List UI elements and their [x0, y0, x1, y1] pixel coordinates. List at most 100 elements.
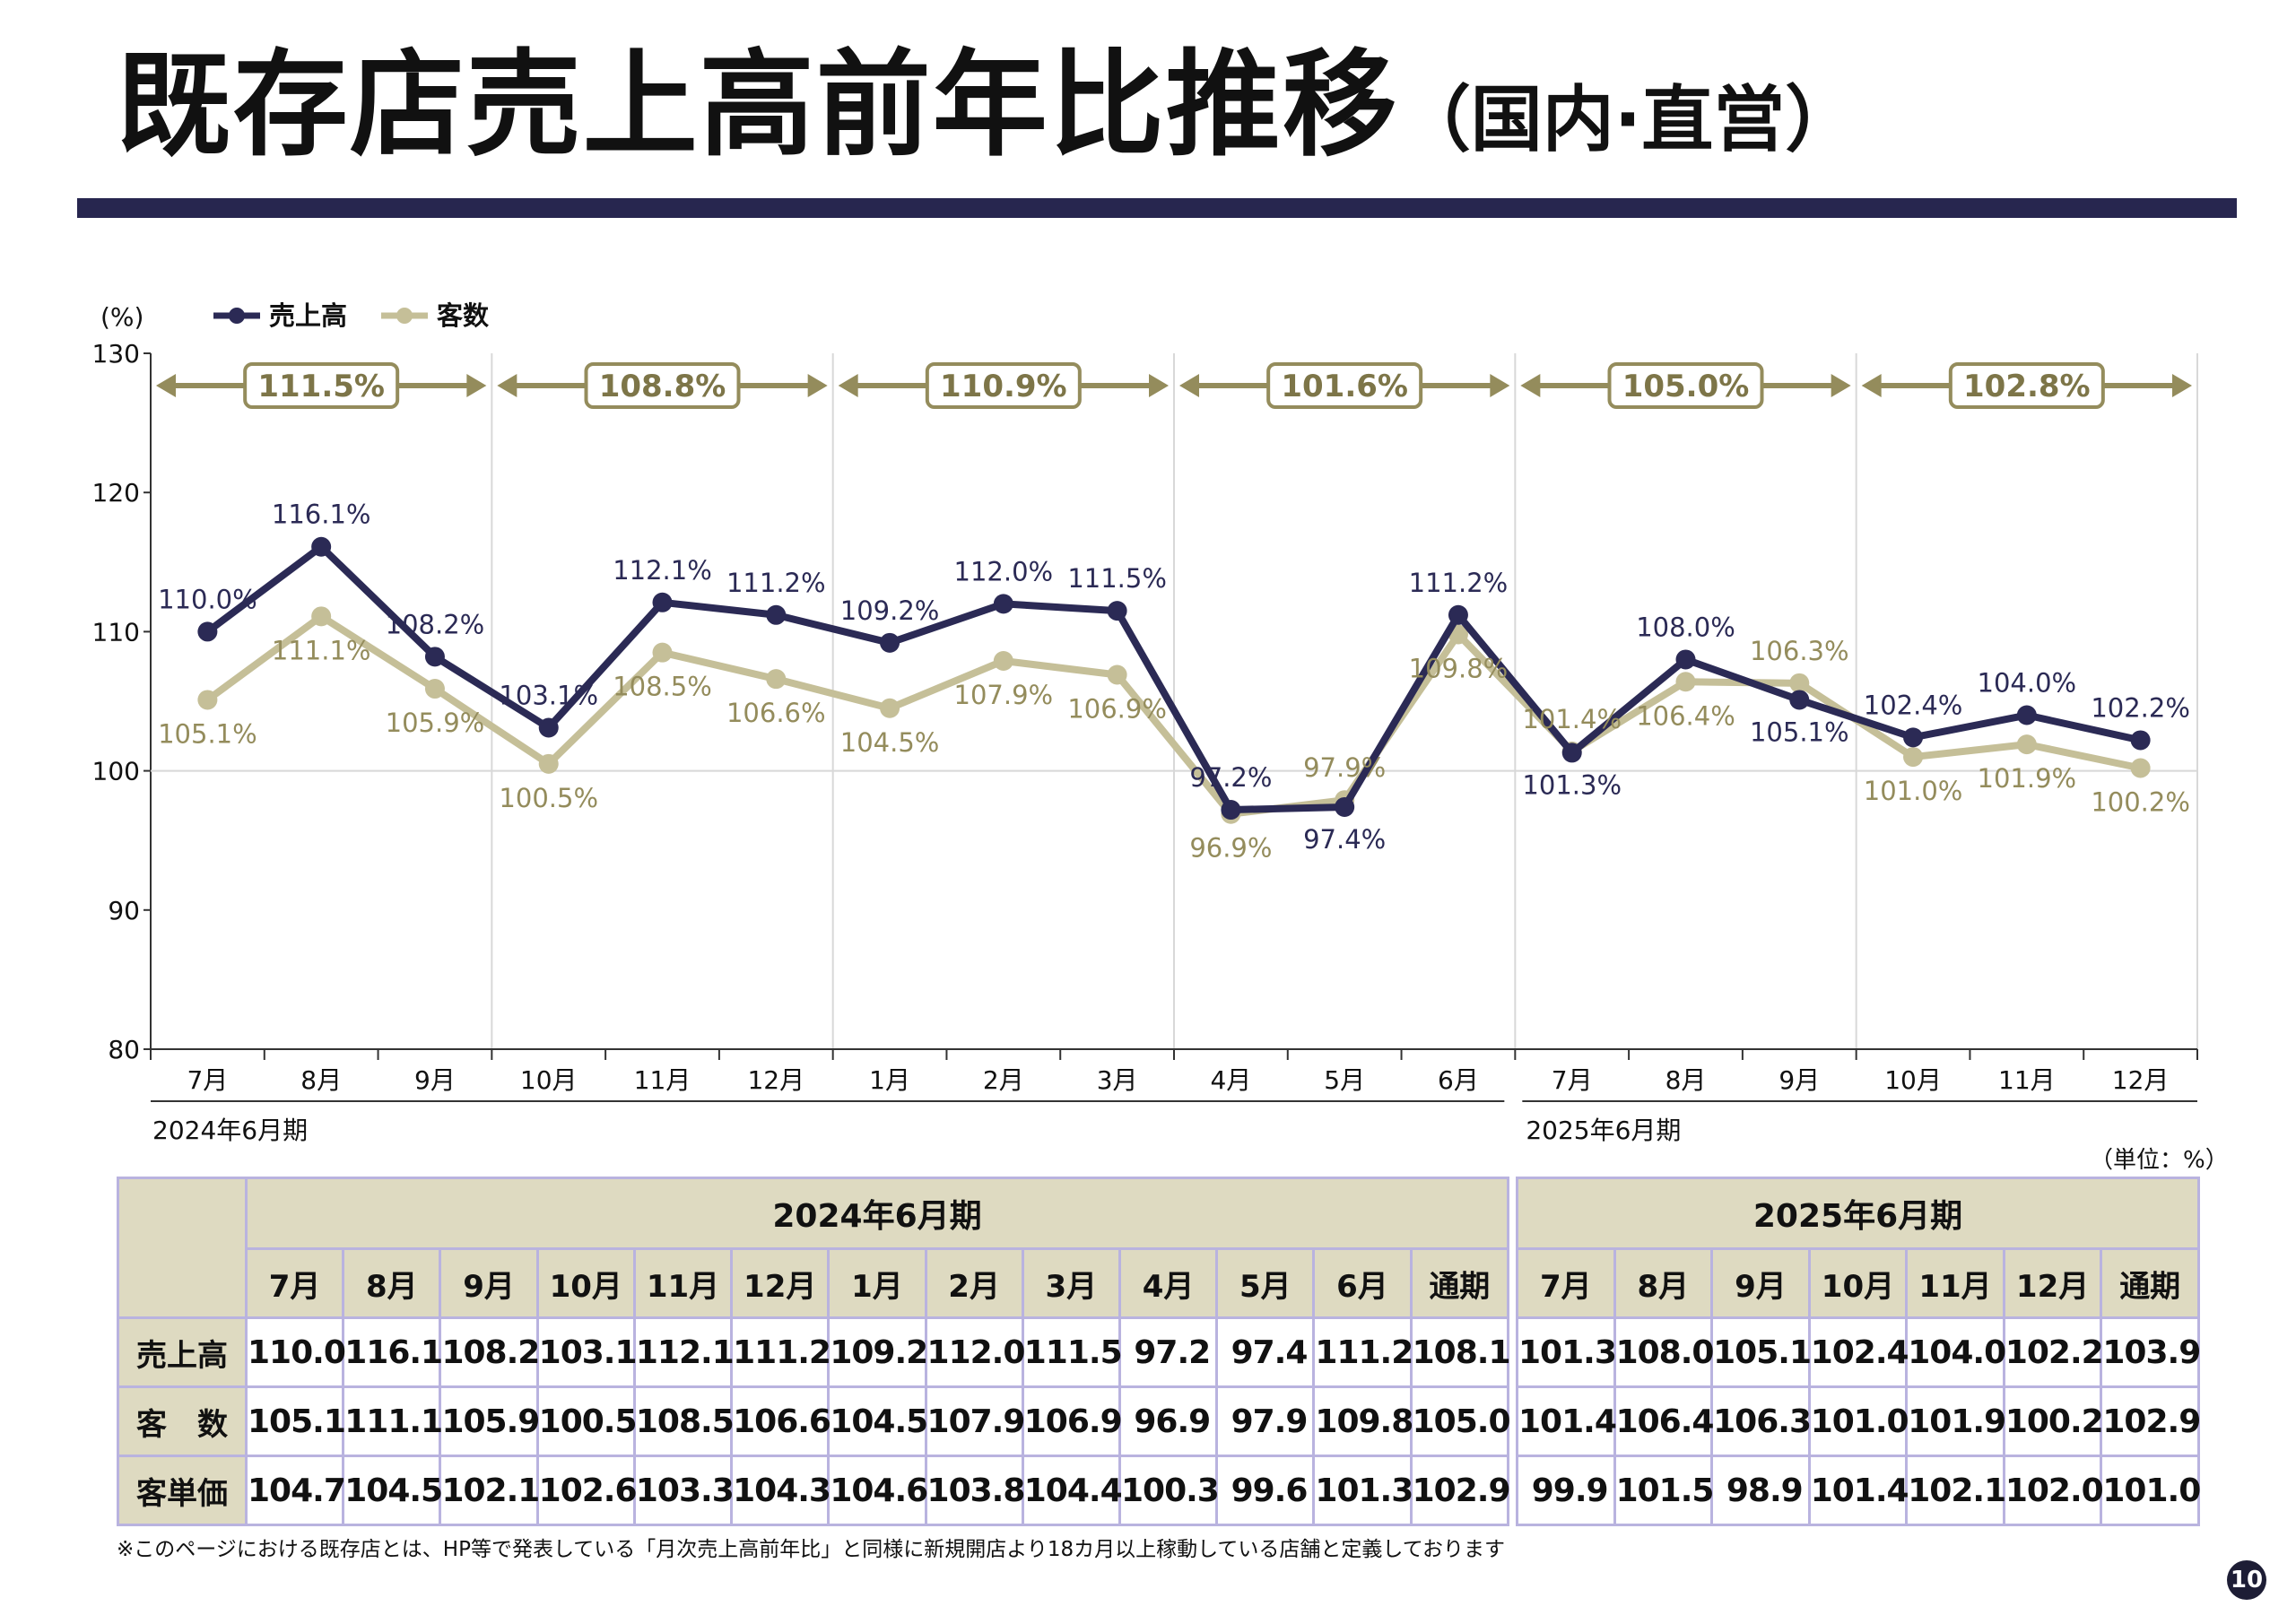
x-tick-label: 7月	[187, 1065, 228, 1095]
table-row: 客単価 104.7 104.5 102.1 102.6 103.3 104.3 104.6 10…	[117, 1455, 1511, 1526]
data-point-customers	[993, 650, 1013, 671]
x-tick-label: 8月	[300, 1065, 342, 1095]
table-cell: 102.2	[2002, 1316, 2104, 1388]
data-label-customers: 105.1%	[158, 718, 257, 749]
table-cell: 102.9	[1409, 1455, 1511, 1526]
data-label-customers: 101.4%	[1522, 704, 1622, 734]
table-column-header: 通期	[1409, 1247, 1510, 1319]
quarter-bracket-box	[1266, 362, 1423, 409]
quarter-average-label: 102.8%	[1963, 369, 2091, 404]
title-rule	[77, 198, 2237, 218]
data-point-sales	[1335, 796, 1355, 817]
table-cell: 96.9	[1118, 1385, 1219, 1457]
data-label-sales: 102.2%	[2091, 692, 2190, 723]
table-cell: 105.9	[439, 1385, 540, 1457]
x-tick-label: 9月	[1779, 1065, 1820, 1095]
data-point-sales	[1675, 649, 1696, 670]
table-column-header: 6月	[1312, 1247, 1413, 1319]
table-cell: 105.1	[244, 1385, 346, 1457]
table-cell: 101.4	[1516, 1385, 1617, 1457]
x-tick-label: 10月	[520, 1065, 578, 1095]
data-point-sales	[1107, 601, 1127, 621]
data-point-sales	[538, 717, 559, 738]
data-point-sales	[1221, 800, 1241, 821]
legend-label: 売上高	[269, 300, 347, 331]
quarter-bracket-arrow-right	[466, 374, 487, 397]
quarter-bracket-arrow-left	[1520, 374, 1541, 397]
table-cell: 98.9	[1710, 1455, 1811, 1526]
data-label-customers: 109.8%	[1409, 654, 1509, 684]
data-point-customers	[311, 606, 332, 627]
table-cell: 103.9	[2100, 1316, 2201, 1388]
table-cell: 106.4	[1613, 1385, 1714, 1457]
table-cell: 101.3	[1312, 1455, 1413, 1526]
table-column-header: 5月	[1215, 1247, 1316, 1319]
table-cell: 97.9	[1215, 1385, 1316, 1457]
table-column-header: 通期	[2100, 1247, 2200, 1319]
table-cell: 104.6	[827, 1455, 928, 1526]
table-row: 101.3 108.0 105.1 102.4 104.0 102.2 103.9	[1516, 1316, 2201, 1388]
series-line-customers	[205, 612, 2142, 818]
data-label-customers: 106.9%	[1067, 694, 1167, 725]
x-tick-label: 11月	[634, 1065, 691, 1095]
data-label-customers: 111.1%	[272, 635, 371, 665]
data-point-sales	[652, 592, 673, 612]
x-tick-label: 9月	[414, 1065, 456, 1095]
table-row: 客 数 105.1 111.1 105.9 100.5 108.5 106.6 104.5 10…	[117, 1385, 1511, 1457]
quarter-bracket-arrow-left	[1179, 374, 1199, 397]
table-cell: 107.9	[924, 1385, 1025, 1457]
data-point-sales	[197, 621, 218, 642]
table-cell: 99.9	[1516, 1455, 1616, 1526]
quarter-average-label: 105.0%	[1622, 369, 1750, 404]
data-label-sales: 116.1%	[272, 499, 371, 530]
data-point-sales	[1903, 727, 1924, 748]
x-tick-label: 6月	[1438, 1065, 1479, 1095]
table-row-label: 客 数	[117, 1385, 248, 1457]
y-tick-label: 90	[108, 896, 140, 925]
table-cell: 108.1	[1409, 1316, 1511, 1388]
table-cell: 101.0	[2100, 1455, 2201, 1526]
data-label-customers: 106.4%	[1636, 700, 1735, 731]
table-cell: 109.8	[1312, 1385, 1413, 1457]
table-cell: 112.0	[924, 1316, 1025, 1388]
data-label-customers: 107.9%	[954, 680, 1054, 710]
table-row-label: 客単価	[117, 1455, 248, 1526]
data-label-sales: 105.1%	[1750, 716, 1849, 747]
data-label-customers: 106.3%	[1750, 636, 1849, 666]
table-cell: 102.1	[439, 1455, 540, 1526]
data-label-customers: 108.5%	[613, 672, 712, 702]
x-tick-label: 1月	[869, 1065, 910, 1095]
table-period-header: 2025年6月期	[1516, 1177, 2200, 1250]
quarter-bracket-arrow-left	[838, 374, 858, 397]
table-column-header: 7月	[244, 1247, 345, 1319]
table-cell: 99.6	[1215, 1455, 1316, 1526]
data-label-sales: 102.4%	[1864, 690, 1963, 720]
table-2025: 2025年6月期 7月 8月 9月 10月 11月 12月 通期 101.3 108.0 105.1…	[1516, 1177, 2201, 1526]
data-label-customers: 106.6%	[726, 698, 826, 728]
data-label-sales: 110.0%	[158, 584, 257, 614]
table-cell: 106.3	[1710, 1385, 1812, 1457]
table-cell: 100.5	[535, 1385, 638, 1457]
quarter-bracket-box	[1607, 362, 1764, 409]
table-column-header: 3月	[1021, 1247, 1121, 1319]
quarter-average-label: 101.6%	[1281, 369, 1408, 404]
quarter-bracket-arrow-right	[1490, 374, 1510, 397]
table-period-header: 2024年6月期	[245, 1177, 1509, 1250]
quarter-average-label: 110.9%	[940, 369, 1067, 404]
table-cell: 104.0	[1905, 1316, 2006, 1388]
table-row-label: 売上高	[117, 1316, 248, 1388]
table-row: 売上高 110.0 116.1 108.2 103.1 112.1 111.2 109.2 11…	[117, 1316, 1511, 1388]
table-column-header: 9月	[1710, 1247, 1811, 1319]
table-cell: 104.4	[1021, 1455, 1123, 1526]
data-point-customers	[880, 698, 900, 718]
x-tick-label: 12月	[2112, 1065, 2170, 1095]
data-point-customers	[1789, 673, 1810, 693]
y-tick-label: 120	[92, 478, 140, 508]
x-tick-label: 3月	[1097, 1065, 1138, 1095]
table-cell: 106.6	[730, 1385, 831, 1457]
data-label-sales: 111.2%	[726, 568, 826, 598]
data-point-customers	[652, 642, 673, 663]
data-point-sales	[766, 604, 787, 625]
x-tick-label: 5月	[1324, 1065, 1365, 1095]
